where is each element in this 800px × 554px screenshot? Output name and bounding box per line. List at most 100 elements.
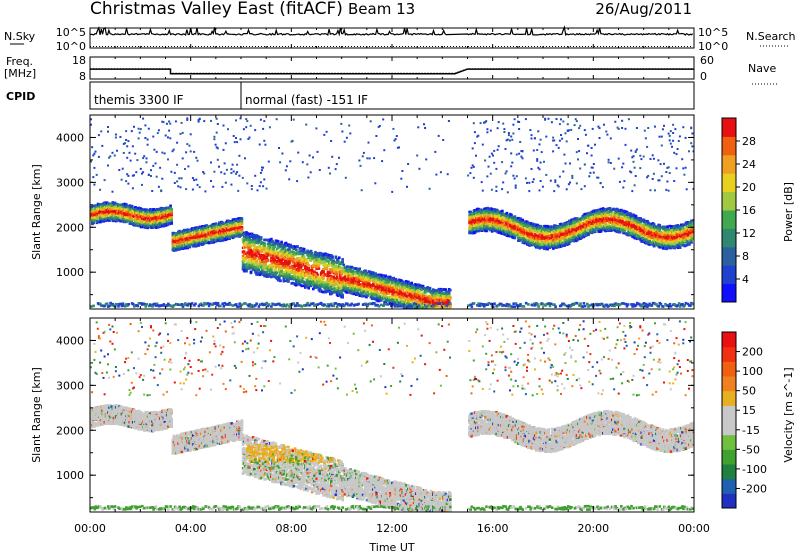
data-cell	[102, 220, 106, 223]
data-cell	[145, 161, 148, 164]
data-cell	[329, 286, 332, 290]
data-cell	[213, 170, 216, 173]
data-cell	[312, 275, 315, 279]
data-cell	[216, 236, 220, 239]
data-cell	[141, 172, 143, 175]
data-cell	[216, 123, 219, 125]
data-cell	[258, 185, 261, 188]
data-cell	[111, 302, 115, 306]
data-cell	[90, 305, 93, 308]
data-cell	[121, 302, 125, 305]
data-cell	[327, 259, 331, 263]
data-cell	[241, 176, 244, 179]
data-cell	[344, 285, 348, 289]
data-cell	[203, 231, 206, 235]
data-cell	[184, 168, 186, 170]
data-cell	[280, 240, 283, 244]
data-cell	[197, 120, 200, 123]
data-cell	[315, 271, 318, 275]
data-cell	[142, 208, 145, 211]
data-cell	[261, 169, 263, 172]
data-cell	[250, 188, 253, 191]
data-cell	[90, 208, 93, 211]
data-cell	[97, 134, 100, 137]
data-cell	[377, 293, 381, 296]
data-cell	[289, 160, 292, 163]
data-cell	[313, 274, 316, 277]
data-cell	[353, 272, 357, 276]
data-cell	[196, 159, 199, 162]
data-cell	[335, 287, 339, 290]
data-cell	[253, 247, 256, 251]
data-cell	[219, 229, 222, 232]
data-cell	[395, 299, 399, 302]
data-cell	[390, 296, 393, 299]
data-cell	[323, 267, 326, 271]
freq-right-tick-top: 60	[700, 54, 714, 67]
data-cell	[392, 288, 395, 292]
data-cell	[230, 228, 233, 231]
data-cell	[216, 302, 220, 305]
data-cell	[312, 287, 315, 291]
data-cell	[195, 236, 198, 239]
data-cell	[345, 136, 348, 139]
data-cell	[159, 225, 162, 228]
data-cell	[191, 233, 195, 237]
data-cell	[278, 147, 280, 149]
data-cell	[134, 152, 137, 155]
data-cell	[281, 248, 284, 252]
data-cell	[153, 302, 156, 306]
data-cell	[151, 210, 154, 214]
data-cell	[127, 182, 130, 185]
data-cell	[213, 138, 216, 141]
data-cell	[317, 276, 321, 280]
data-cell	[177, 236, 180, 240]
data-cell	[199, 302, 203, 306]
data-cell	[366, 294, 369, 297]
data-cell	[215, 131, 218, 134]
data-cell	[365, 286, 368, 290]
data-cell	[273, 243, 277, 246]
data-cell	[331, 155, 334, 158]
data-cell	[394, 291, 398, 294]
data-cell	[127, 140, 130, 143]
data-cell	[119, 302, 122, 306]
data-cell	[141, 183, 143, 186]
data-cell	[334, 256, 338, 259]
data-cell	[223, 172, 226, 175]
data-cell	[263, 242, 266, 245]
data-cell	[258, 273, 262, 277]
data-cell	[170, 218, 173, 221]
data-cell	[219, 304, 222, 308]
data-cell	[188, 144, 191, 147]
data-cell	[206, 238, 210, 241]
data-cell	[296, 245, 299, 248]
data-cell	[325, 290, 329, 293]
data-cell	[172, 148, 175, 151]
data-cell	[171, 150, 174, 153]
data-cell	[249, 249, 253, 252]
data-cell	[168, 219, 171, 222]
data-cell	[367, 141, 370, 144]
data-cell	[255, 302, 258, 305]
freq-left-tick-bottom: 8	[79, 70, 86, 83]
data-cell	[216, 158, 219, 161]
data-cell	[253, 244, 256, 247]
data-cell	[202, 304, 205, 307]
data-cell	[263, 178, 266, 181]
data-cell	[153, 213, 156, 217]
data-cell	[254, 265, 257, 268]
data-cell	[168, 129, 171, 132]
data-cell	[136, 159, 139, 162]
data-cell	[231, 304, 235, 307]
data-cell	[210, 180, 212, 182]
data-cell	[177, 185, 180, 188]
data-cell	[274, 268, 278, 272]
data-cell	[264, 143, 267, 146]
data-cell	[365, 272, 368, 276]
data-cell	[195, 178, 198, 181]
data-cell	[249, 124, 252, 127]
data-cell	[228, 301, 231, 305]
data-cell	[276, 243, 280, 246]
data-cell	[230, 172, 233, 174]
